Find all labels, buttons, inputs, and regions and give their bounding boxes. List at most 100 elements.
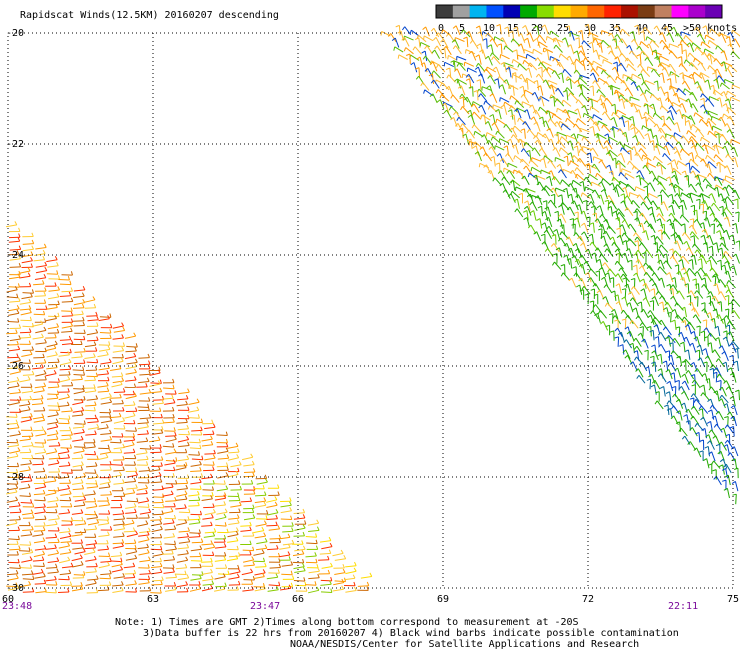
wind-barb bbox=[629, 302, 634, 313]
wind-barb-flag bbox=[547, 118, 551, 123]
wind-barb-flag bbox=[724, 439, 728, 444]
wind-barb bbox=[562, 272, 571, 281]
wind-barb-flag bbox=[620, 273, 624, 278]
wind-barb bbox=[622, 74, 633, 80]
wind-barb-flag bbox=[261, 549, 265, 554]
wind-barb bbox=[9, 433, 21, 437]
wind-barb bbox=[71, 585, 83, 587]
wind-barb bbox=[125, 551, 137, 555]
wind-barb-flag bbox=[706, 295, 711, 298]
wind-barb-flag bbox=[31, 432, 34, 437]
wind-barb-flag bbox=[617, 128, 621, 132]
wind-barb bbox=[635, 337, 642, 347]
wind-barb bbox=[726, 403, 730, 414]
wind-barb bbox=[567, 76, 576, 85]
wind-barb bbox=[706, 327, 712, 337]
wind-barb-flag bbox=[724, 424, 728, 429]
wind-barb-flag bbox=[211, 419, 214, 424]
wind-barb-flag bbox=[525, 67, 530, 71]
wind-barb-flag bbox=[159, 478, 163, 483]
wind-barb-flag bbox=[603, 219, 607, 223]
wind-barb bbox=[673, 26, 679, 37]
wind-barb bbox=[608, 272, 611, 283]
wind-barb bbox=[529, 129, 536, 138]
wind-barb bbox=[570, 140, 574, 151]
wind-barb bbox=[100, 361, 112, 365]
wind-barb-flag bbox=[670, 233, 675, 237]
wind-barb-flag bbox=[530, 116, 535, 120]
wind-barb bbox=[566, 156, 569, 167]
wind-barb bbox=[573, 133, 579, 144]
wind-barb-flag bbox=[640, 278, 644, 282]
wind-barb-flag bbox=[622, 240, 627, 243]
wind-barb-flag bbox=[81, 544, 84, 549]
wind-barb-flag bbox=[702, 348, 707, 352]
lon-label: 60 bbox=[2, 594, 14, 605]
wind-barb-flag bbox=[581, 231, 585, 235]
wind-barb-flag bbox=[609, 277, 614, 280]
wind-barb-flag bbox=[602, 59, 604, 64]
wind-barb bbox=[715, 154, 724, 163]
wind-barb-flag bbox=[108, 473, 112, 478]
wind-barb-flag bbox=[707, 342, 712, 345]
wind-barb-flag bbox=[132, 401, 136, 406]
wind-barb-flag bbox=[212, 551, 215, 556]
wind-barb bbox=[662, 135, 670, 144]
wind-barb-flag bbox=[492, 177, 496, 182]
wind-barb-flag bbox=[674, 314, 678, 319]
wind-barb bbox=[73, 302, 85, 306]
wind-barb bbox=[599, 54, 609, 61]
wind-barb-flag bbox=[665, 369, 670, 373]
legend-label: 40 bbox=[636, 23, 648, 34]
wind-barb bbox=[308, 529, 320, 532]
wind-barb-flag bbox=[719, 236, 724, 240]
wind-barb-flag bbox=[589, 147, 594, 152]
wind-barb-flag bbox=[580, 242, 584, 246]
wind-barb bbox=[98, 523, 109, 526]
wind-barb-flag bbox=[654, 236, 658, 241]
wind-barb-flag bbox=[291, 539, 295, 544]
wind-barb-flag bbox=[520, 148, 524, 153]
wind-barb bbox=[46, 426, 59, 430]
wind-barb-flag bbox=[82, 316, 85, 321]
wind-barb bbox=[123, 566, 135, 569]
wind-barb-flag bbox=[609, 330, 614, 333]
wind-barb-flag bbox=[685, 420, 691, 423]
wind-barb bbox=[162, 397, 174, 400]
wind-barb-flag bbox=[494, 78, 499, 81]
wind-barb-flag bbox=[134, 368, 137, 373]
wind-barb-flag bbox=[596, 66, 598, 71]
wind-barb-flag bbox=[523, 109, 528, 113]
wind-barb-flag bbox=[511, 72, 516, 75]
wind-barb bbox=[526, 210, 529, 221]
wind-barb bbox=[486, 66, 497, 73]
wind-barb bbox=[7, 444, 19, 448]
wind-barb-flag bbox=[707, 398, 712, 402]
wind-barb-flag bbox=[608, 50, 612, 55]
wind-barb-flag bbox=[523, 90, 526, 95]
wind-barb-flag bbox=[722, 113, 725, 118]
wind-barb-flag bbox=[30, 570, 34, 575]
wind-barb bbox=[674, 73, 677, 84]
wind-barb bbox=[697, 174, 702, 185]
wind-barb-flag bbox=[690, 374, 695, 377]
wind-barb-flag bbox=[68, 527, 71, 532]
wind-barb-flag bbox=[554, 133, 559, 136]
wind-barb-flag bbox=[589, 300, 594, 303]
wind-barb bbox=[708, 117, 717, 126]
wind-barb bbox=[516, 108, 522, 119]
wind-barb-flag bbox=[671, 319, 676, 323]
wind-barb-flag bbox=[95, 372, 98, 377]
wind-barb-flag bbox=[18, 356, 22, 361]
wind-barb bbox=[693, 71, 703, 79]
wind-barb bbox=[544, 24, 549, 35]
wind-barb-flag bbox=[122, 520, 125, 525]
wind-barb-flag bbox=[277, 525, 281, 530]
wind-barb-flag bbox=[717, 380, 722, 383]
wind-barb-flag bbox=[621, 288, 626, 291]
wind-barb-flag bbox=[713, 423, 717, 428]
wind-barb bbox=[683, 342, 686, 353]
wind-barb bbox=[663, 230, 671, 240]
wind-barb-flag bbox=[722, 361, 727, 365]
wind-barb-flag bbox=[678, 427, 682, 432]
